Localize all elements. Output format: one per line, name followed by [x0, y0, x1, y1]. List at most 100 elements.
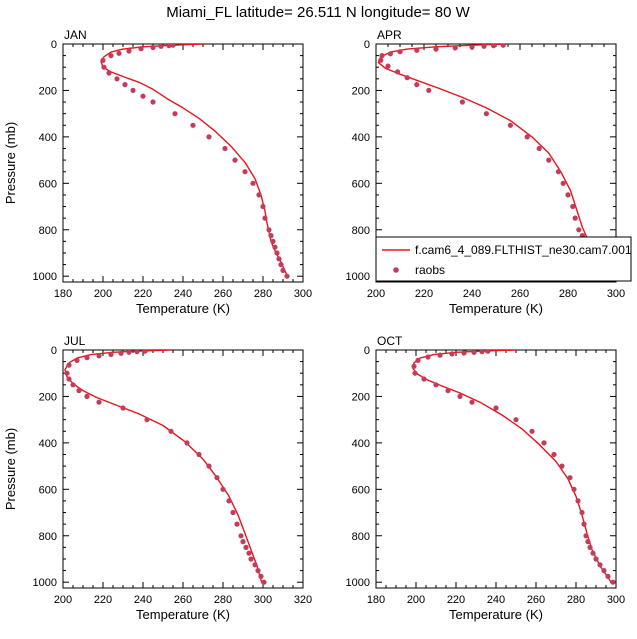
- plot-frame: [62, 43, 304, 283]
- x-tick-label: 260: [511, 288, 529, 300]
- obs-point: [84, 393, 90, 399]
- panel-jul: 200 220 240 260 280 300 320 0 200 400 600 800 1000 JU…: [3, 334, 312, 622]
- plot-frame: [375, 349, 617, 589]
- obs-point: [579, 509, 585, 516]
- model-line: [100, 44, 289, 278]
- obs-point: [483, 111, 489, 117]
- obs-point: [605, 573, 611, 580]
- obs-point: [452, 45, 458, 51]
- model-line: [377, 44, 606, 277]
- obs-point: [551, 451, 557, 458]
- obs-point: [433, 46, 439, 52]
- x-tick-label: 280: [254, 288, 272, 300]
- x-tick-label: 200: [94, 288, 112, 300]
- y-axis-label: Pressure (mb): [3, 122, 18, 204]
- panel-title: JAN: [64, 28, 87, 42]
- obs-point: [395, 69, 401, 75]
- plot-data: [411, 350, 616, 585]
- obs-point: [258, 573, 264, 580]
- x-axis-label: Temperature (K): [136, 301, 230, 316]
- obs-point: [268, 233, 274, 239]
- obs-point: [469, 44, 475, 50]
- panel-title: JUL: [64, 334, 86, 348]
- obs-point: [572, 215, 578, 221]
- y-tick-label: 200: [352, 85, 370, 97]
- x-tick-label: 200: [54, 594, 72, 606]
- obs-point: [459, 99, 465, 105]
- x-tick-label: 200: [407, 594, 425, 606]
- obs-point: [142, 350, 148, 354]
- y-axis-label: Pressure (mb): [3, 428, 18, 510]
- y-tick-label: 400: [352, 438, 370, 450]
- x-tick-label: 260: [174, 594, 192, 606]
- figure-title: Miami_FL latitude= 26.511 N longitude= 8…: [166, 4, 470, 21]
- y-tick-label: 800: [352, 225, 370, 237]
- obs-point: [425, 354, 431, 360]
- obs-point: [118, 350, 124, 356]
- obs-point: [524, 134, 530, 140]
- obs-point: [248, 556, 254, 562]
- obs-point: [166, 44, 172, 49]
- obs-point: [437, 352, 443, 358]
- x-tick-label: 260: [214, 288, 232, 300]
- y-tick-label: 400: [39, 438, 57, 450]
- panel-oct: 180 200 220 240 260 280 300 0 200 400 600 800 1000 OC…: [346, 334, 626, 622]
- obs-point: [260, 203, 266, 210]
- obs-point: [560, 180, 566, 186]
- obs-point: [570, 203, 576, 210]
- obs-point: [541, 440, 547, 446]
- obs-point: [597, 562, 603, 568]
- obs-point: [214, 475, 220, 481]
- obs-point: [529, 428, 535, 434]
- panels: 180 200 220 240 260 280 300 0 200 400 600 800 1000 JA…: [3, 28, 632, 622]
- obs-point: [108, 53, 114, 59]
- obs-point: [242, 169, 248, 175]
- obs-point: [126, 350, 132, 355]
- obs-point: [479, 350, 485, 355]
- obs-point: [232, 157, 238, 163]
- obs-point: [138, 46, 144, 52]
- obs-point: [100, 57, 106, 63]
- obs-point: [250, 180, 256, 186]
- obs-point: [581, 521, 587, 527]
- obs-point: [66, 376, 72, 382]
- x-tick-label: 280: [567, 594, 585, 606]
- obs-point: [74, 357, 80, 363]
- x-tick-label: 180: [367, 594, 385, 606]
- obs-point: [585, 539, 591, 545]
- legend-marker-swatch: [393, 267, 399, 273]
- obs-point: [140, 93, 146, 99]
- obs-point: [172, 111, 178, 117]
- obs-point: [261, 579, 267, 585]
- obs-point: [252, 562, 258, 568]
- obs-point: [593, 556, 599, 562]
- obs-point: [587, 544, 593, 551]
- x-tick-label: 240: [487, 594, 505, 606]
- x-axis-label: Temperature (K): [136, 607, 230, 622]
- obs-point: [206, 463, 212, 469]
- obs-point: [184, 440, 190, 446]
- y-tick-label: 600: [39, 484, 57, 496]
- x-tick-label: 260: [527, 594, 545, 606]
- obs-point: [144, 417, 150, 423]
- y-tick-label: 1000: [33, 271, 57, 283]
- obs-point: [234, 521, 240, 527]
- y-tick-label: 800: [39, 225, 57, 237]
- y-tick-label: 1000: [33, 577, 57, 589]
- obs-point: [426, 87, 432, 93]
- obs-point: [238, 533, 244, 539]
- y-tick-label: 200: [39, 391, 57, 403]
- obs-point: [546, 157, 552, 163]
- obs-point: [583, 533, 589, 539]
- obs-point: [243, 544, 249, 551]
- panel-title: OCT: [377, 334, 403, 348]
- obs-point: [150, 99, 156, 105]
- y-tick-label: 0: [364, 39, 370, 51]
- y-tick-label: 600: [39, 178, 57, 190]
- obs-point: [559, 463, 565, 469]
- y-tick-label: 800: [39, 531, 57, 543]
- x-tick-label: 200: [367, 288, 385, 300]
- obs-point: [122, 82, 128, 88]
- obs-point: [270, 238, 276, 244]
